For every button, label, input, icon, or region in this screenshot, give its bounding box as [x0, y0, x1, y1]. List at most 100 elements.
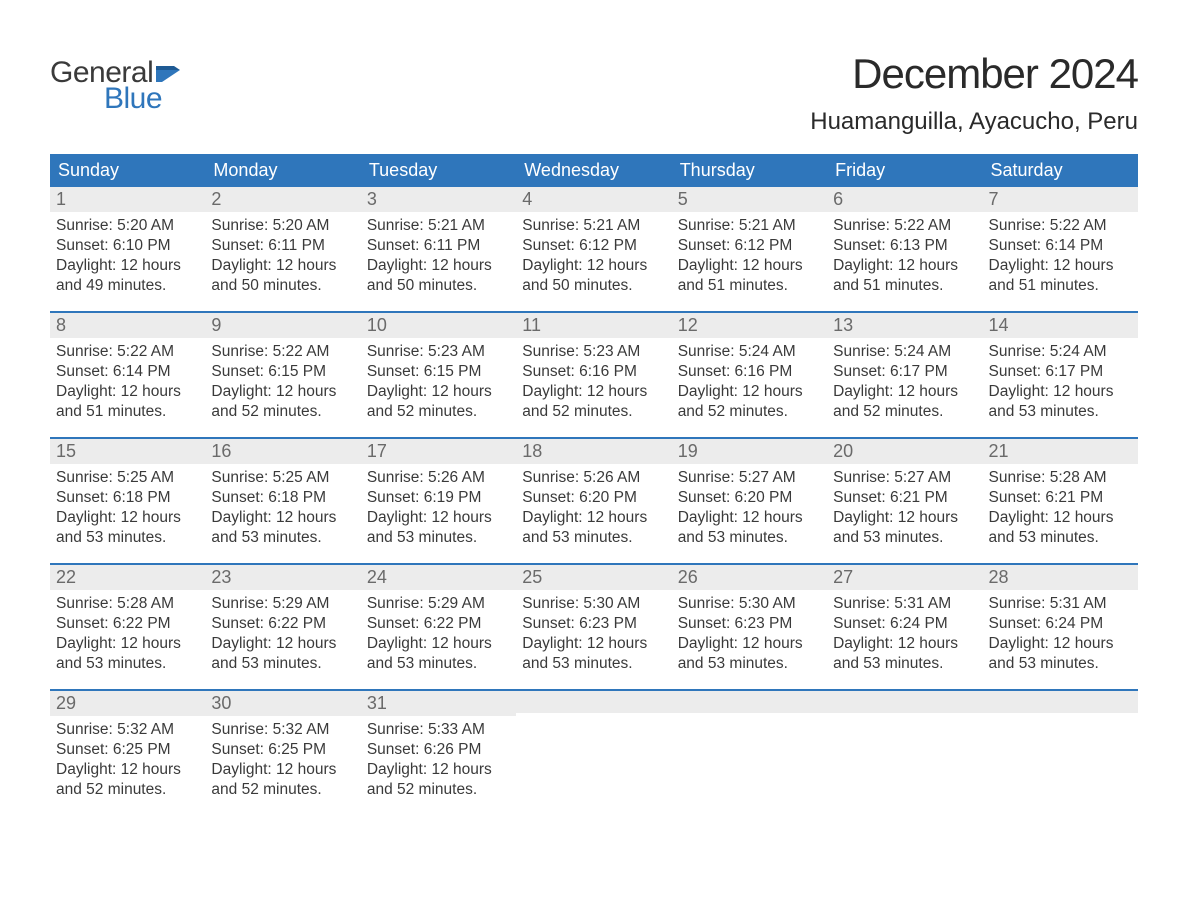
day-cell: 17Sunrise: 5:26 AMSunset: 6:19 PMDayligh…: [361, 439, 516, 563]
day-cell: 5Sunrise: 5:21 AMSunset: 6:12 PMDaylight…: [672, 187, 827, 311]
day-body: Sunrise: 5:27 AMSunset: 6:20 PMDaylight:…: [678, 464, 821, 549]
day-line-d1: Daylight: 12 hours: [522, 256, 665, 276]
day-line-d2: and 53 minutes.: [678, 654, 821, 674]
day-cell: [827, 691, 982, 815]
day-cell: 20 Sunrise: 5:27 AMSunset: 6:21 PMDayligh…: [827, 439, 982, 563]
day-line-sunset: Sunset: 6:13 PM: [833, 236, 976, 256]
day-body: Sunrise: 5:30 AMSunset: 6:23 PMDaylight:…: [522, 590, 665, 675]
day-line-d1: Daylight: 12 hours: [367, 508, 510, 528]
day-number: 7: [989, 189, 999, 209]
weekday-header: Sunday: [50, 154, 205, 187]
day-body: Sunrise: 5:26 AMSunset: 6:20 PMDaylight:…: [522, 464, 665, 549]
day-line-d1: Daylight: 12 hours: [56, 760, 199, 780]
day-line-d2: and 50 minutes.: [211, 276, 354, 296]
day-line-d1: Daylight: 12 hours: [833, 256, 976, 276]
day-line-d2: and 50 minutes.: [367, 276, 510, 296]
day-cell: 24Sunrise: 5:29 AMSunset: 6:22 PMDayligh…: [361, 565, 516, 689]
day-number: 5: [678, 189, 688, 209]
day-line-sunrise: Sunrise: 5:24 AM: [678, 342, 821, 362]
day-cell: 13Sunrise: 5:24 AMSunset: 6:17 PMDayligh…: [827, 313, 982, 437]
day-line-d2: and 52 minutes.: [678, 402, 821, 422]
day-body: Sunrise: 5:27 AMSunset: 6:21 PMDaylight:…: [833, 464, 976, 549]
day-cell: 16Sunrise: 5:25 AMSunset: 6:18 PMDayligh…: [205, 439, 360, 563]
day-line-sunset: Sunset: 6:22 PM: [211, 614, 354, 634]
day-line-d2: and 53 minutes.: [833, 654, 976, 674]
day-cell: [516, 691, 671, 815]
day-line-d1: Daylight: 12 hours: [211, 760, 354, 780]
day-body: Sunrise: 5:24 AMSunset: 6:17 PMDaylight:…: [989, 338, 1132, 423]
day-cell: 7Sunrise: 5:22 AMSunset: 6:14 PMDaylight…: [983, 187, 1138, 311]
day-line-sunset: Sunset: 6:24 PM: [833, 614, 976, 634]
day-body: Sunrise: 5:32 AMSunset: 6:25 PMDaylight:…: [56, 716, 199, 801]
day-number: 17: [367, 441, 387, 461]
day-line-d1: Daylight: 12 hours: [678, 256, 821, 276]
day-line-d2: and 53 minutes.: [56, 654, 199, 674]
day-line-d2: and 53 minutes.: [522, 528, 665, 548]
day-line-d1: Daylight: 12 hours: [522, 634, 665, 654]
day-body: Sunrise: 5:24 AMSunset: 6:17 PMDaylight:…: [833, 338, 976, 423]
day-line-sunset: Sunset: 6:25 PM: [56, 740, 199, 760]
day-number: 20: [833, 441, 853, 461]
day-line-sunset: Sunset: 6:23 PM: [522, 614, 665, 634]
day-line-d1: Daylight: 12 hours: [56, 256, 199, 276]
day-line-d1: Daylight: 12 hours: [833, 382, 976, 402]
day-line-d2: and 52 minutes.: [56, 780, 199, 800]
day-line-d1: Daylight: 12 hours: [522, 508, 665, 528]
day-line-d2: and 51 minutes.: [678, 276, 821, 296]
day-number: 3: [367, 189, 377, 209]
day-line-d1: Daylight: 12 hours: [678, 382, 821, 402]
day-cell: 4Sunrise: 5:21 AMSunset: 6:12 PMDaylight…: [516, 187, 671, 311]
day-body: Sunrise: 5:31 AMSunset: 6:24 PMDaylight:…: [989, 590, 1132, 675]
day-line-sunrise: Sunrise: 5:25 AM: [211, 468, 354, 488]
day-line-sunrise: Sunrise: 5:27 AM: [678, 468, 821, 488]
day-line-sunrise: Sunrise: 5:29 AM: [367, 594, 510, 614]
day-line-d1: Daylight: 12 hours: [367, 760, 510, 780]
day-cell: [672, 691, 827, 815]
day-line-sunset: Sunset: 6:17 PM: [989, 362, 1132, 382]
weekday-header: Thursday: [672, 154, 827, 187]
day-line-d2: and 52 minutes.: [367, 780, 510, 800]
day-cell: 28Sunrise: 5:31 AMSunset: 6:24 PMDayligh…: [983, 565, 1138, 689]
day-line-d1: Daylight: 12 hours: [989, 508, 1132, 528]
day-number: 11: [522, 315, 541, 335]
weekday-header-row: SundayMondayTuesdayWednesdayThursdayFrid…: [50, 154, 1138, 187]
day-line-d2: and 53 minutes.: [211, 654, 354, 674]
day-line-sunset: Sunset: 6:17 PM: [833, 362, 976, 382]
week-row: 1Sunrise: 5:20 AMSunset: 6:10 PMDaylight…: [50, 187, 1138, 311]
day-line-sunset: Sunset: 6:22 PM: [367, 614, 510, 634]
day-number: 10: [367, 315, 387, 335]
day-line-sunrise: Sunrise: 5:28 AM: [989, 468, 1132, 488]
day-line-sunset: Sunset: 6:11 PM: [367, 236, 510, 256]
empty-day: [516, 691, 671, 713]
day-body: Sunrise: 5:21 AMSunset: 6:11 PMDaylight:…: [367, 212, 510, 297]
day-cell: 6Sunrise: 5:22 AMSunset: 6:13 PMDaylight…: [827, 187, 982, 311]
day-line-sunrise: Sunrise: 5:20 AM: [56, 216, 199, 236]
day-cell: 22Sunrise: 5:28 AMSunset: 6:22 PMDayligh…: [50, 565, 205, 689]
day-number: 23: [211, 567, 231, 587]
day-cell: 15Sunrise: 5:25 AMSunset: 6:18 PMDayligh…: [50, 439, 205, 563]
location: Huamanguilla, Ayacucho, Peru: [810, 108, 1138, 136]
day-line-d1: Daylight: 12 hours: [211, 634, 354, 654]
day-cell: 11Sunrise: 5:23 AMSunset: 6:16 PMDayligh…: [516, 313, 671, 437]
day-line-sunset: Sunset: 6:10 PM: [56, 236, 199, 256]
day-number: 21: [989, 441, 1009, 461]
day-line-sunset: Sunset: 6:15 PM: [367, 362, 510, 382]
day-line-d2: and 53 minutes.: [367, 654, 510, 674]
day-number: 19: [678, 441, 698, 461]
day-cell: 21 Sunrise: 5:28 AMSunset: 6:21 PMDayligh…: [983, 439, 1138, 563]
day-line-d2: and 53 minutes.: [56, 528, 199, 548]
day-body: Sunrise: 5:32 AMSunset: 6:25 PMDaylight:…: [211, 716, 354, 801]
day-line-d2: and 52 minutes.: [522, 402, 665, 422]
day-line-sunrise: Sunrise: 5:21 AM: [678, 216, 821, 236]
day-number: 2: [211, 189, 221, 209]
day-line-sunrise: Sunrise: 5:24 AM: [989, 342, 1132, 362]
day-body: Sunrise: 5:28 AMSunset: 6:21 PMDaylight:…: [989, 464, 1132, 549]
day-line-sunrise: Sunrise: 5:21 AM: [367, 216, 510, 236]
day-line-d1: Daylight: 12 hours: [56, 634, 199, 654]
day-body: Sunrise: 5:20 AMSunset: 6:11 PMDaylight:…: [211, 212, 354, 297]
day-number: 9: [211, 315, 221, 335]
day-number: 25: [522, 567, 542, 587]
day-body: Sunrise: 5:33 AMSunset: 6:26 PMDaylight:…: [367, 716, 510, 801]
day-line-sunrise: Sunrise: 5:22 AM: [56, 342, 199, 362]
logo-text-blue: Blue: [104, 82, 180, 116]
